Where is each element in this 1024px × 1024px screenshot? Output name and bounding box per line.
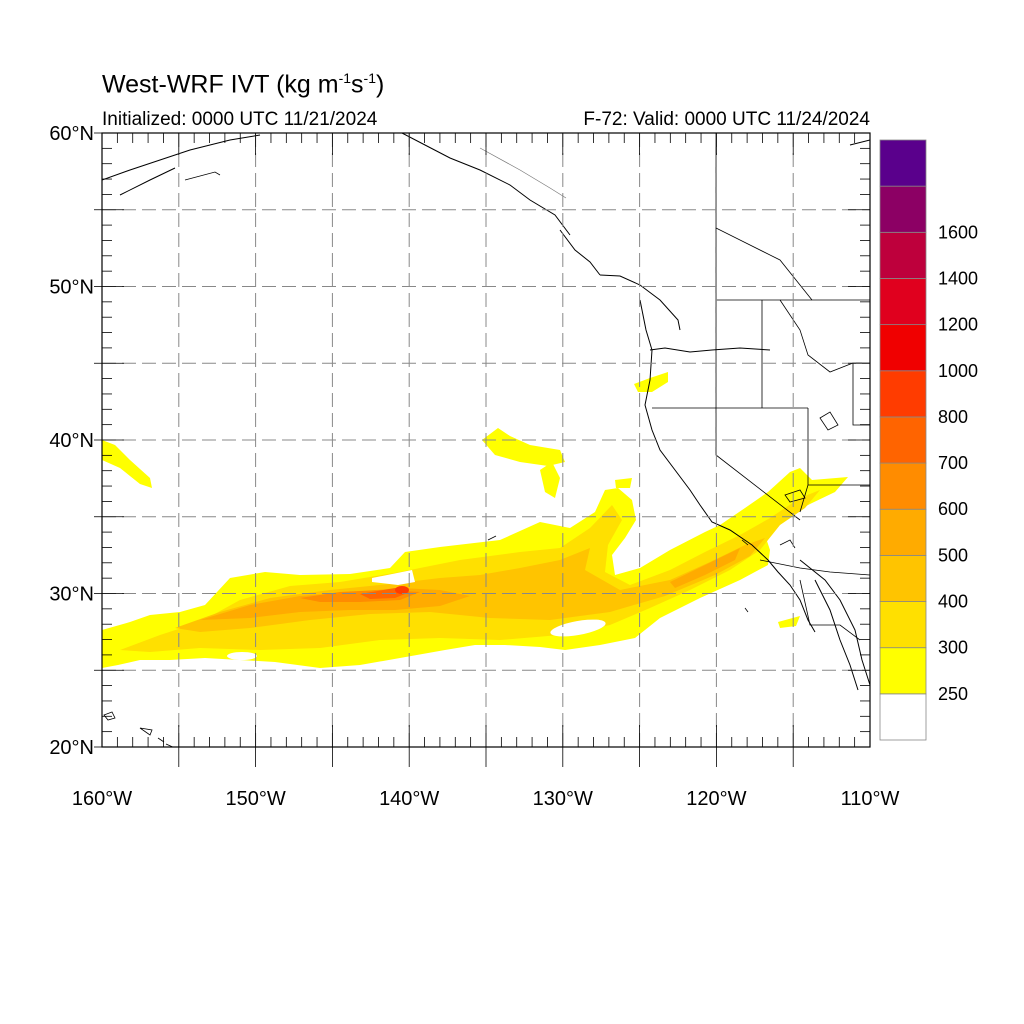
colorbar-box (879, 601, 927, 649)
colorbar-label: 1000 (938, 361, 978, 381)
colorbar-label: 600 (938, 499, 968, 519)
longitude-labels: 160°W 150°W 140°W 130°W 120°W 110°W (72, 788, 900, 810)
ivt-notch (372, 570, 415, 585)
islands (103, 171, 839, 747)
colorbar-box (879, 462, 927, 510)
colorbar-label: 500 (938, 545, 968, 565)
valid-time: F-72: Valid: 0000 UTC 11/24/2024 (583, 109, 870, 130)
map-title: West-WRF IVT (kg m-1s-1) (102, 70, 385, 99)
lat-tick-label: 20°N (49, 737, 94, 759)
ivt-patch (102, 628, 122, 640)
colorbar-label: 1200 (938, 315, 978, 335)
ivt-hole (550, 619, 606, 637)
colorbar-box (879, 508, 927, 556)
colorbar-box (879, 324, 927, 372)
ivt-contour-500b (670, 548, 740, 588)
axis-ticks (94, 132, 871, 767)
colorbar-box (879, 370, 927, 418)
lat-tick-label: 50°N (49, 277, 94, 299)
colorbar-box (879, 416, 927, 464)
colorbar-box (879, 647, 927, 695)
ivt-field (102, 133, 870, 747)
lon-tick-label: 160°W (72, 788, 132, 810)
ivt-patch (778, 616, 800, 628)
lon-tick-label: 110°W (841, 788, 900, 810)
colorbar-label: 400 (938, 592, 968, 612)
colorbar-box (879, 185, 927, 233)
lon-tick-label: 120°W (686, 788, 746, 810)
colorbar-box (879, 693, 927, 741)
lat-tick-label: 60°N (49, 123, 94, 145)
colorbar-box (879, 278, 927, 326)
gridlines (102, 133, 870, 747)
ivt-hole (227, 652, 257, 660)
lon-tick-label: 130°W (533, 788, 593, 810)
lat-tick-label: 30°N (49, 584, 94, 606)
colorbar-label: 700 (938, 453, 968, 473)
lat-tick-label: 40°N (49, 430, 94, 452)
ivt-patch (482, 428, 565, 466)
colorbar-box (879, 554, 927, 602)
colorbar-label: 1600 (938, 222, 978, 242)
coastlines (102, 133, 870, 691)
ivt-patch (540, 462, 560, 498)
lon-tick-label: 140°W (379, 788, 439, 810)
colorbar-box (879, 139, 927, 187)
ivt-patch (615, 478, 632, 488)
ivt-patch (102, 440, 152, 488)
country-border (479, 147, 567, 199)
initialized-time: Initialized: 0000 UTC 11/21/2024 (102, 109, 378, 130)
colorbar-label: 250 (938, 684, 968, 704)
ivt-patch (634, 372, 668, 392)
colorbar-box (879, 231, 927, 279)
colorbar: 250 300 400 500 600 700 800 1000 1200 1400 1600 (879, 139, 978, 741)
ivt-max (395, 586, 409, 594)
latitude-labels: 20°N 30°N 40°N 50°N 60°N (49, 123, 94, 759)
lon-tick-label: 150°W (225, 788, 285, 810)
colorbar-label: 300 (938, 638, 968, 658)
colorbar-label: 1400 (938, 268, 978, 288)
colorbar-label: 800 (938, 407, 968, 427)
